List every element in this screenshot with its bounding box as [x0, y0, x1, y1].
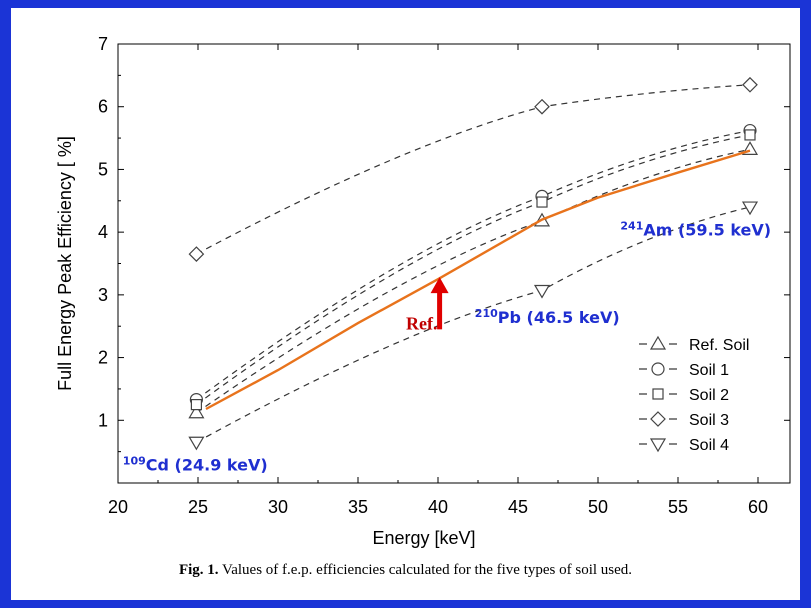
y-tick-label: 2	[98, 348, 108, 368]
series-line-soil-1	[196, 129, 751, 401]
legend-label-soil-1: Soil 1	[689, 362, 729, 379]
x-tick-label: 35	[348, 497, 368, 517]
annotation-210pb: 210Pb (46.5 keV)	[475, 307, 620, 327]
point-soil-4	[741, 201, 759, 216]
y-axis-label: Full Energy Peak Efficiency [ %]	[55, 136, 75, 391]
annotation-109cd: 109Cd (24.9 keV)	[123, 454, 268, 474]
point-soil-3	[188, 246, 205, 262]
series-line-ref-soil	[196, 148, 751, 414]
x-tick-label: 60	[748, 497, 768, 517]
legend-marker-soil-4	[649, 438, 667, 453]
legend: Ref. Soil Soil 1 Soil 2 Soil 3 Soil 4	[639, 335, 749, 454]
series-line-soil-3	[196, 84, 751, 255]
series-line-soil-2	[196, 134, 751, 406]
y-tick-label: 3	[98, 285, 108, 305]
legend-label-soil-4: Soil 4	[689, 437, 729, 454]
point-soil-4	[188, 436, 205, 451]
point-soil-3	[534, 98, 550, 115]
x-tick-label: 55	[668, 497, 688, 517]
point-soil-2	[536, 196, 548, 208]
point-soil-2	[190, 399, 202, 411]
y-tick-label: 6	[98, 97, 108, 117]
x-tick-label: 25	[188, 497, 208, 517]
x-axis-label: Energy [keV]	[372, 528, 475, 548]
y-tick-label: 1	[98, 410, 108, 430]
series-line-soil-4	[196, 206, 751, 443]
x-tick-label: 30	[268, 497, 288, 517]
x-tick-label: 45	[508, 497, 528, 517]
caption-label: Fig. 1.	[178, 562, 219, 578]
x-tick-label: 40	[428, 497, 448, 517]
point-ref-soil	[188, 404, 205, 419]
legend-marker-soil-1	[651, 362, 665, 376]
legend-label-soil-3: Soil 3	[689, 412, 729, 429]
annotation-241am: 241Am (59.5 keV)	[620, 219, 771, 239]
legend-marker-soil-3	[650, 411, 666, 427]
point-soil-4	[533, 284, 551, 299]
y-tick-label: 7	[98, 34, 108, 54]
x-tick-label: 20	[108, 497, 128, 517]
point-soil-2	[744, 129, 756, 141]
legend-label-soil-2: Soil 2	[689, 387, 729, 404]
figure-caption: Fig. 1. Values of f.e.p. efficiencies ca…	[11, 562, 800, 579]
point-soil-3	[742, 76, 758, 93]
legend-marker-soil-2	[652, 388, 664, 400]
annotation-ref-: Ref.	[406, 313, 437, 333]
reference-curve	[205, 149, 751, 411]
caption-text: Values of f.e.p. efficiencies calculated…	[218, 562, 633, 578]
legend-label-ref-soil: Ref. Soil	[689, 337, 749, 354]
reference-arrow-head	[430, 277, 449, 294]
figure-frame: 20 25 30 35 40 45 50 55 60 1 2 3 4 5 6 7 Energy [keV] Ful…	[11, 8, 800, 600]
x-tick-label: 50	[588, 497, 608, 517]
legend-marker-ref-soil	[649, 335, 667, 350]
y-tick-label: 4	[98, 222, 108, 242]
y-tick-label: 5	[98, 159, 108, 179]
